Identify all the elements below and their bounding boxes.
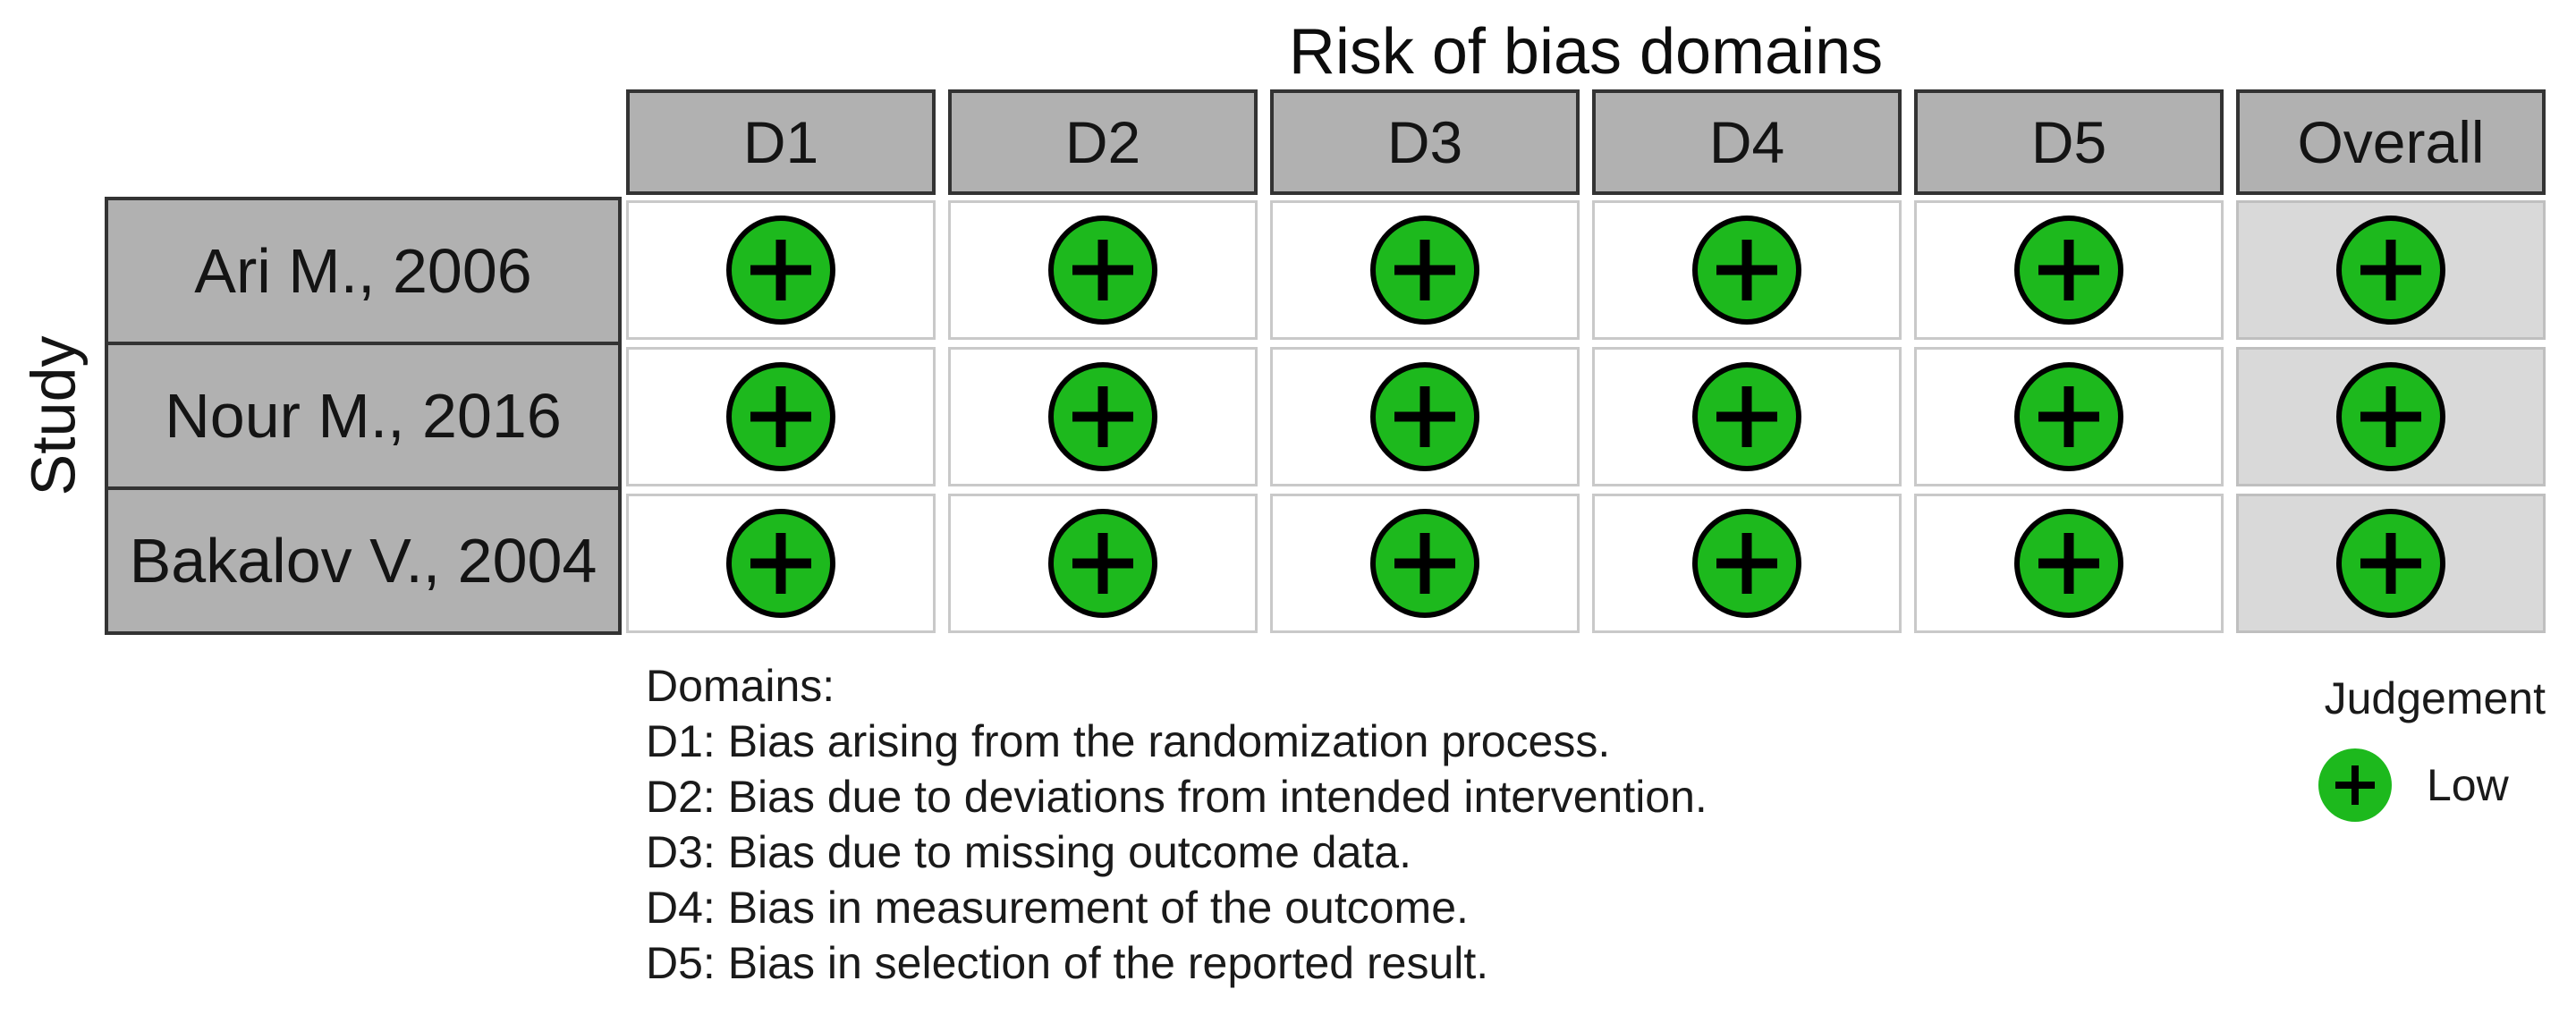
column-header-overall: Overall: [2236, 89, 2546, 195]
low-risk-plus-circle-icon: [2318, 748, 2392, 822]
footnote-line-d4: D4: Bias in measurement of the outcome.: [646, 883, 1469, 933]
low-risk-plus-circle-icon: [1370, 216, 1479, 325]
judgement-cell: [626, 347, 936, 486]
footnote-heading: Domains:: [646, 661, 835, 711]
low-risk-plus-circle-icon: [2014, 362, 2123, 471]
judgement-cell: [1270, 347, 1580, 486]
judgement-cell: [1592, 347, 1902, 486]
legend-label-low: Low: [2427, 760, 2509, 810]
column-header-label: D1: [742, 109, 819, 175]
column-header-label: D4: [1708, 109, 1785, 175]
low-risk-plus-circle-icon: [1692, 362, 1801, 471]
low-risk-plus-circle-icon: [1370, 509, 1479, 618]
plot-title: Risk of bias domains: [1288, 16, 1884, 88]
column-header-label: D2: [1064, 109, 1141, 175]
column-header-label: Overall: [2297, 109, 2485, 175]
judgement-cell: [1270, 494, 1580, 633]
low-risk-plus-circle-icon: [726, 216, 835, 325]
legend-title: Judgement: [2324, 673, 2546, 723]
low-risk-plus-circle-icon: [1692, 509, 1801, 618]
judgement-cell: [1914, 347, 2224, 486]
footnote-line-d2: D2: Bias due to deviations from intended…: [646, 772, 1707, 822]
low-risk-plus-circle-icon: [2336, 509, 2445, 618]
study-axis-label: Study: [18, 335, 88, 496]
column-header-d5: D5: [1914, 89, 2224, 195]
judgement-cell: [626, 200, 936, 340]
study-row-label: Bakalov V., 2004: [108, 486, 618, 631]
column-header-label: D3: [1386, 109, 1463, 175]
low-risk-plus-circle-icon: [2014, 216, 2123, 325]
judgement-cell-overall: [2236, 494, 2546, 633]
column-header-label: D5: [2030, 109, 2107, 175]
column-header-d1: D1: [626, 89, 936, 195]
domain-header-row: D1 D2 D3 D4 D5 Overall: [626, 89, 2546, 195]
study-label-column: Ari M., 2006 Nour M., 2016 Bakalov V., 2…: [105, 197, 622, 635]
low-risk-plus-circle-icon: [1692, 216, 1801, 325]
study-row-label: Nour M., 2016: [108, 342, 618, 486]
judgement-cell: [626, 494, 936, 633]
footnote-line-d3: D3: Bias due to missing outcome data.: [646, 827, 1412, 877]
footnote-line-d1: D1: Bias arising from the randomization …: [646, 716, 1611, 766]
judgement-grid: [626, 200, 2546, 633]
judgement-cell: [1592, 494, 1902, 633]
footnote-line-d5: D5: Bias in selection of the reported re…: [646, 938, 1489, 988]
judgement-cell: [1592, 200, 1902, 340]
judgement-cell: [1914, 494, 2224, 633]
low-risk-plus-circle-icon: [2336, 362, 2445, 471]
judgement-cell: [948, 347, 1258, 486]
judgement-cell: [1270, 200, 1580, 340]
judgement-cell-overall: [2236, 347, 2546, 486]
low-risk-plus-circle-icon: [726, 362, 835, 471]
study-row-label: Ari M., 2006: [108, 200, 618, 342]
domain-footnote: Domains: D1: Bias arising from the rando…: [646, 658, 1707, 991]
low-risk-plus-circle-icon: [1370, 362, 1479, 471]
judgement-cell: [948, 200, 1258, 340]
legend-item-low: Low: [2318, 748, 2509, 822]
low-risk-plus-circle-icon: [2336, 216, 2445, 325]
judgement-cell: [1914, 200, 2224, 340]
low-risk-plus-circle-icon: [1048, 509, 1157, 618]
low-risk-plus-circle-icon: [2014, 509, 2123, 618]
judgement-cell: [948, 494, 1258, 633]
low-risk-plus-circle-icon: [726, 509, 835, 618]
column-header-d3: D3: [1270, 89, 1580, 195]
low-risk-plus-circle-icon: [1048, 362, 1157, 471]
column-header-d2: D2: [948, 89, 1258, 195]
low-risk-plus-circle-icon: [1048, 216, 1157, 325]
column-header-d4: D4: [1592, 89, 1902, 195]
judgement-cell-overall: [2236, 200, 2546, 340]
